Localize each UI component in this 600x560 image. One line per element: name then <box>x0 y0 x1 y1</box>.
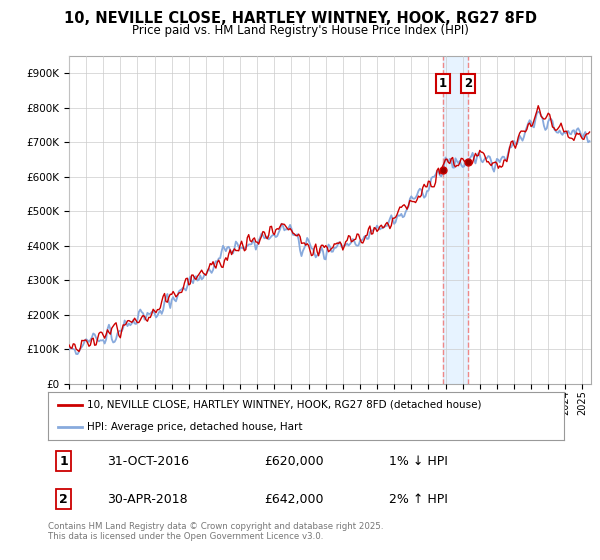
Text: 2: 2 <box>59 493 68 506</box>
Text: HPI: Average price, detached house, Hart: HPI: Average price, detached house, Hart <box>86 422 302 432</box>
Text: 2: 2 <box>464 77 472 90</box>
Text: 2% ↑ HPI: 2% ↑ HPI <box>389 493 448 506</box>
Text: 1: 1 <box>59 455 68 468</box>
Text: Price paid vs. HM Land Registry's House Price Index (HPI): Price paid vs. HM Land Registry's House … <box>131 24 469 36</box>
Text: 10, NEVILLE CLOSE, HARTLEY WINTNEY, HOOK, RG27 8FD (detached house): 10, NEVILLE CLOSE, HARTLEY WINTNEY, HOOK… <box>86 400 481 410</box>
Bar <box>443 56 469 384</box>
Text: 1% ↓ HPI: 1% ↓ HPI <box>389 455 448 468</box>
Text: 1: 1 <box>439 77 447 90</box>
Text: Contains HM Land Registry data © Crown copyright and database right 2025.
This d: Contains HM Land Registry data © Crown c… <box>48 522 383 542</box>
Text: 10, NEVILLE CLOSE, HARTLEY WINTNEY, HOOK, RG27 8FD: 10, NEVILLE CLOSE, HARTLEY WINTNEY, HOOK… <box>64 11 536 26</box>
Text: £642,000: £642,000 <box>265 493 324 506</box>
Text: £620,000: £620,000 <box>265 455 325 468</box>
Text: 31-OCT-2016: 31-OCT-2016 <box>107 455 190 468</box>
Text: 30-APR-2018: 30-APR-2018 <box>107 493 188 506</box>
